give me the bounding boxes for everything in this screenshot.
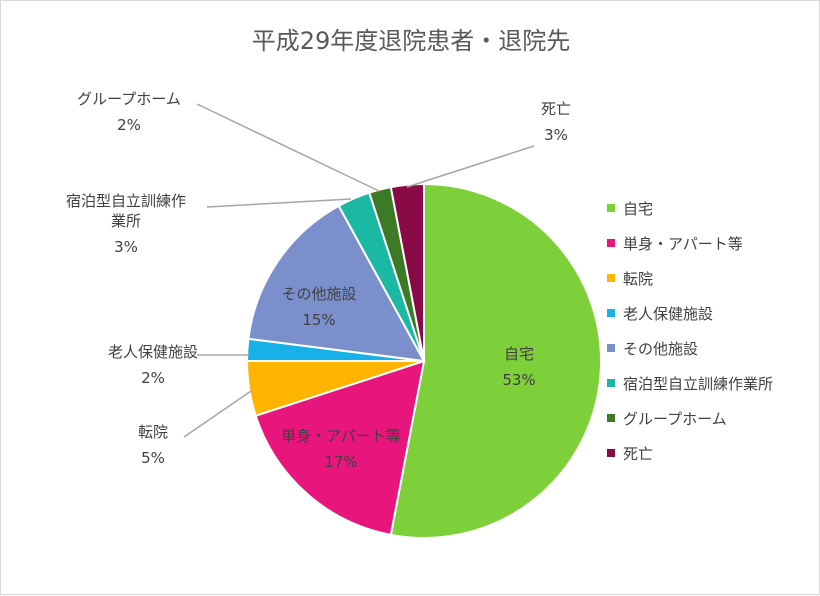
legend-entry-0: 自宅 <box>623 200 653 218</box>
data-label-value-6: 2% <box>117 116 141 134</box>
legend-swatch-0 <box>607 204 615 212</box>
legend-swatch-4 <box>607 344 615 352</box>
data-label-value-7: 3% <box>544 126 568 144</box>
legend-swatch-2 <box>607 274 615 282</box>
legend-entry-3: 老人保健施設 <box>623 305 713 323</box>
data-label-name-5: 業所 <box>111 212 141 230</box>
legend-swatch-1 <box>607 239 615 247</box>
data-label-name-4: その他施設 <box>281 285 356 303</box>
slice-4 <box>247 204 426 363</box>
leader-line-7 <box>406 145 535 188</box>
slice-0 <box>389 182 602 539</box>
pie-slices <box>245 182 602 539</box>
data-label-value-0: 53% <box>502 371 535 389</box>
leader-line-5 <box>206 198 352 208</box>
data-label-value-1: 17% <box>324 453 357 471</box>
legend-swatch-3 <box>607 309 615 317</box>
data-label-name-0: 自宅 <box>504 345 534 363</box>
data-label-name-7: 死亡 <box>541 100 571 118</box>
legend-entry-7: 死亡 <box>623 445 653 463</box>
data-label-value-5: 3% <box>114 238 138 256</box>
data-label-name-3: 老人保健施設 <box>108 343 198 361</box>
legend: 自宅単身・アパート等転院老人保健施設その他施設宿泊型自立訓練作業所グループホーム… <box>607 200 773 463</box>
legend-swatch-7 <box>607 449 615 457</box>
slice-7 <box>389 182 425 362</box>
legend-swatch-5 <box>607 379 615 387</box>
legend-entry-6: グループホーム <box>623 410 727 428</box>
data-label-value-4: 15% <box>302 311 335 329</box>
legend-entry-1: 単身・アパート等 <box>623 235 743 253</box>
slice-1 <box>254 359 426 537</box>
legend-entry-2: 転院 <box>623 270 653 288</box>
legend-entry-5: 宿泊型自立訓練作業所 <box>623 375 773 393</box>
data-label-value-3: 2% <box>141 369 165 387</box>
legend-entry-4: その他施設 <box>623 340 698 358</box>
data-label-value-2: 5% <box>141 449 165 467</box>
legend-swatch-6 <box>607 414 615 422</box>
data-label-name-5: 宿泊型自立訓練作 <box>66 192 186 210</box>
data-label-name-2: 転院 <box>138 423 168 441</box>
leader-line-6 <box>196 103 380 192</box>
data-label-name-6: グループホーム <box>77 90 181 108</box>
leader-lines <box>183 103 535 438</box>
chart-title: 平成29年度退院患者・退院先 <box>252 27 571 55</box>
data-label-name-1: 単身・アパート等 <box>281 427 401 445</box>
data-labels: 自宅 53% 単身・アパート等 17% 転院 5% 老人保健施設 2% その他施設 15% 宿泊型自… <box>66 90 571 471</box>
leader-line-2 <box>183 390 252 438</box>
